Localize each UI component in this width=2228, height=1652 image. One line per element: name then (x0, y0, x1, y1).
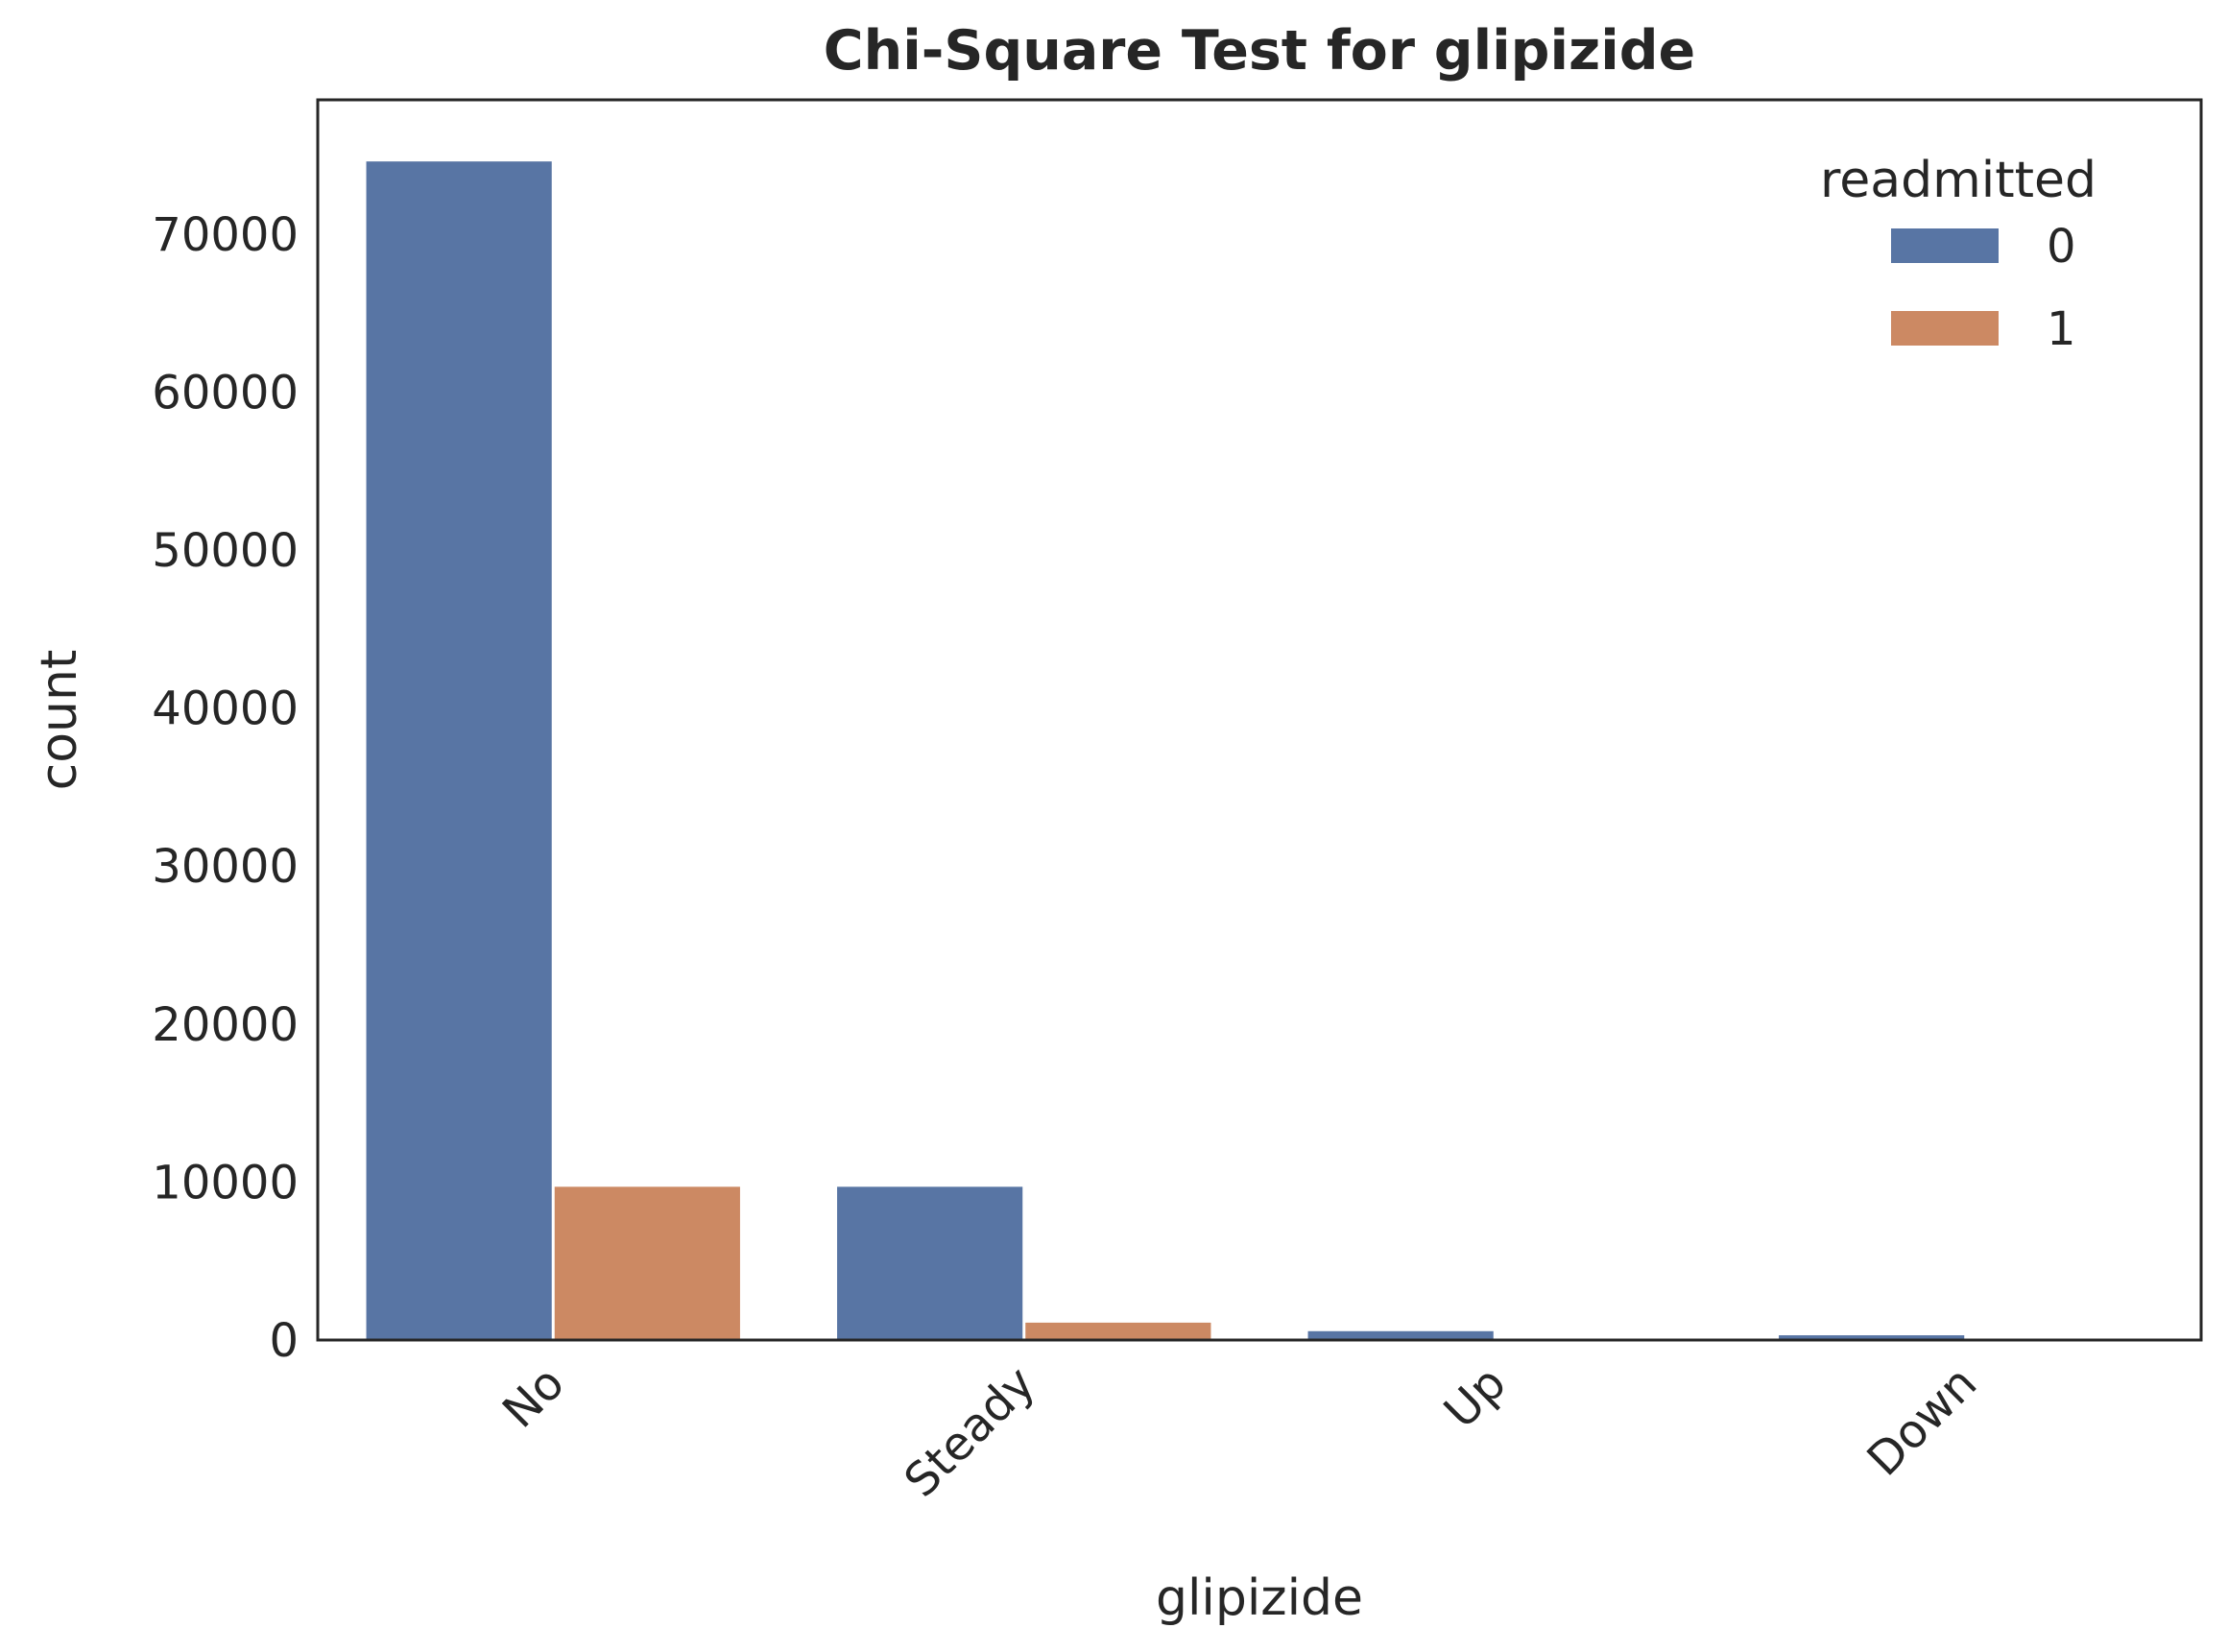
y-tick-label: 70000 (152, 208, 299, 262)
y-tick-label: 50000 (152, 524, 299, 578)
bar-no-series-0 (366, 161, 552, 1341)
x-axis-label: glipizide (1156, 1569, 1363, 1627)
bar-up-series-0 (1307, 1330, 1494, 1340)
legend-label-0: 0 (2047, 220, 2076, 274)
y-tick-label: 10000 (152, 1156, 299, 1209)
bar-no-series-1 (554, 1186, 740, 1340)
y-ticks-group: 0 10000 20000 30000 40000 50000 60000 70000 (152, 208, 299, 1368)
y-tick-label: 0 (269, 1314, 299, 1368)
bar-steady-series-0 (837, 1186, 1023, 1340)
plot-frame (316, 98, 2203, 1342)
y-axis-label: count (31, 650, 88, 791)
legend: readmitted 0 1 (1820, 152, 2096, 356)
y-tick-label: 40000 (152, 682, 299, 736)
legend-swatch-1 (1891, 311, 1999, 346)
legend-label-1: 1 (2047, 302, 2076, 356)
bars-group (366, 161, 2153, 1341)
y-tick-label: 60000 (152, 366, 299, 419)
legend-title: readmitted (1820, 152, 2096, 209)
bar-down-series-0 (1779, 1335, 1965, 1340)
y-tick-label: 30000 (152, 840, 299, 894)
chart-title: Chi-Square Test for glipizide (824, 19, 1695, 83)
legend-swatch-0 (1891, 228, 1999, 263)
bar-steady-series-1 (1025, 1322, 1211, 1340)
y-tick-label: 20000 (152, 998, 299, 1052)
